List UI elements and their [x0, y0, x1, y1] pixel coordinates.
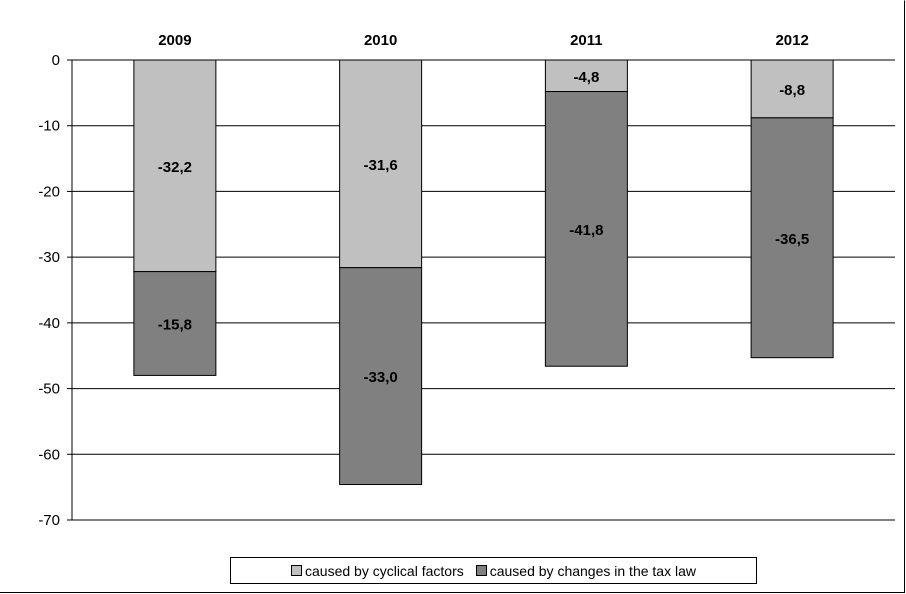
data-label-cyclical-2011: -4,8	[573, 69, 599, 86]
data-label-tax-law-2012: -36,5	[775, 231, 809, 248]
data-label-cyclical-2009: -32,2	[158, 159, 192, 176]
legend-label-cyclical: caused by cyclical factors	[305, 562, 464, 579]
legend-swatch-cyclical	[291, 565, 302, 576]
bar-cyclical-2009	[133, 59, 217, 273]
bar-cyclical-2010	[339, 59, 423, 269]
ytick-label-5: -50	[38, 381, 60, 398]
bar-tax-law-2010	[339, 267, 423, 486]
data-label-tax-law-2010: -33,0	[364, 369, 398, 386]
data-label-tax-law-2009: -15,8	[158, 317, 192, 334]
data-label-tax-law-2011: -41,8	[569, 222, 603, 239]
ytick-label-3: -30	[38, 249, 60, 266]
ytick-label-2: -20	[38, 183, 60, 200]
ytick-label-1: -10	[38, 118, 60, 135]
category-label-2010: 2010	[364, 32, 397, 49]
category-label-2011: 2011	[570, 32, 603, 49]
legend-item-cyclical: caused by cyclical factors	[291, 563, 464, 579]
bar-cyclical-2011	[544, 59, 628, 93]
legend-swatch-tax-law	[475, 565, 487, 576]
legend-item-tax-law: caused by changes in the tax law	[475, 562, 696, 579]
bar-tax-law-2011	[544, 91, 628, 367]
category-label-2012: 2012	[775, 32, 808, 49]
ytick-label-6: -60	[38, 446, 60, 463]
data-label-cyclical-2012: -8,8	[779, 82, 805, 99]
data-label-cyclical-2010: -31,6	[364, 157, 398, 174]
legend-label-tax-law: caused by changes in the tax law	[489, 562, 696, 579]
category-label-2009: 2009	[158, 32, 191, 49]
bar-tax-law-2012	[750, 117, 834, 359]
ytick-label-0: 0	[52, 52, 60, 69]
ytick-label-7: -70	[38, 512, 60, 529]
legend: caused by cyclical factors caused by cha…	[230, 557, 757, 584]
ytick-label-4: -40	[38, 315, 60, 332]
bar-cyclical-2012	[750, 59, 834, 119]
bar-tax-law-2009	[133, 271, 217, 376]
